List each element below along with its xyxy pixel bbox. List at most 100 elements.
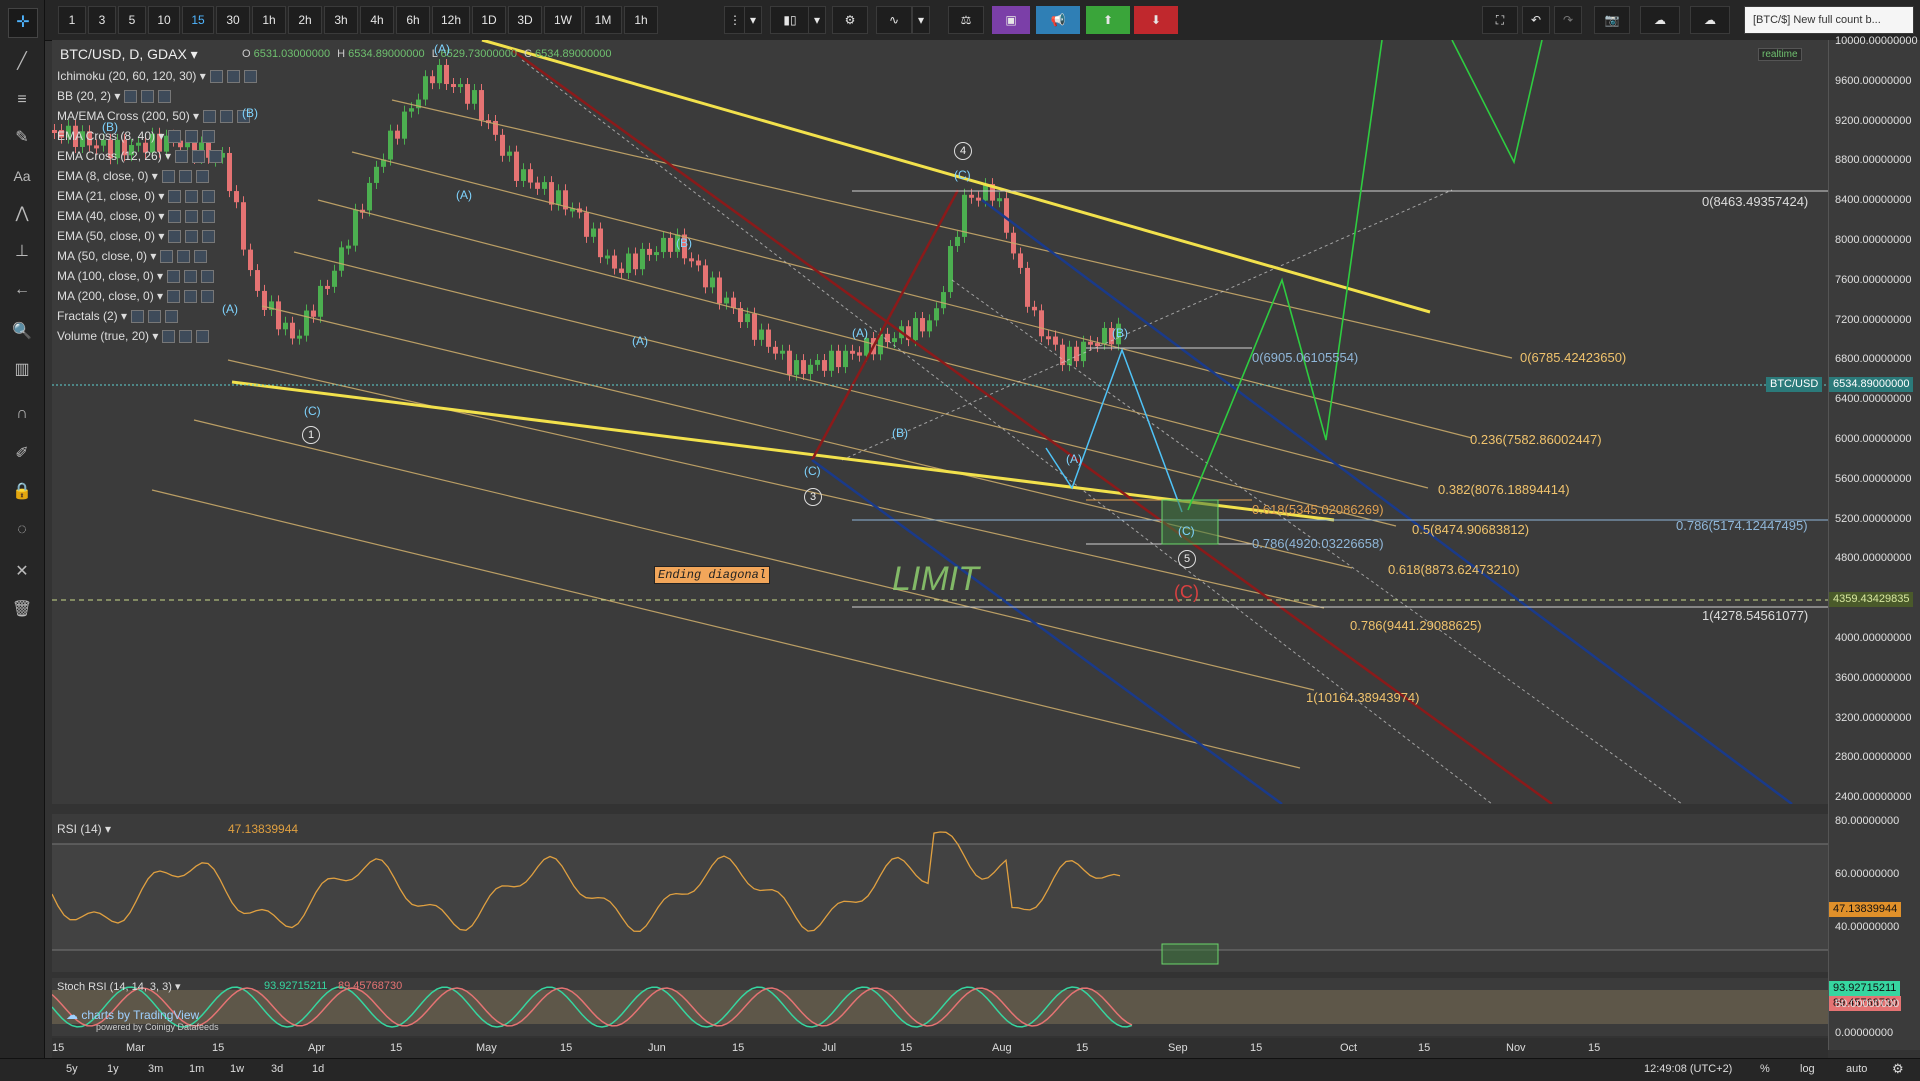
- limit-note[interactable]: LIMIT: [892, 560, 979, 598]
- close-icon[interactable]: [201, 270, 215, 284]
- eye-icon[interactable]: [162, 330, 176, 344]
- interval-button[interactable]: 30: [216, 6, 250, 34]
- percent-toggle[interactable]: %: [1760, 1063, 1770, 1075]
- sell-down-icon[interactable]: ⬇: [1134, 6, 1178, 34]
- range-button[interactable]: 1w: [230, 1063, 245, 1075]
- settings-icon[interactable]: [185, 190, 199, 204]
- indicator-legend-item[interactable]: Ichimoku (20, 60, 120, 30) ▾: [57, 67, 257, 85]
- interval-button[interactable]: 4h: [360, 6, 394, 34]
- settings-icon[interactable]: [179, 330, 193, 344]
- eye-icon[interactable]: [168, 210, 182, 224]
- settings-icon[interactable]: [177, 250, 191, 264]
- measure-icon[interactable]: ▥: [14, 361, 30, 378]
- close-icon[interactable]: [201, 290, 215, 304]
- chevron-down-icon[interactable]: ▾: [155, 229, 165, 243]
- interval-button[interactable]: 15: [182, 6, 214, 34]
- candles-style-button[interactable]: ▮▯: [770, 6, 810, 34]
- chevron-down-icon[interactable]: ▾: [155, 189, 165, 203]
- eye-icon[interactable]: [168, 190, 182, 204]
- indicator-legend-item[interactable]: EMA Cross (8, 40) ▾: [57, 127, 216, 145]
- lock-icon[interactable]: 🔒: [12, 483, 32, 500]
- eye-icon[interactable]: [167, 270, 181, 284]
- chevron-down-icon[interactable]: ▾: [196, 69, 206, 83]
- eye-icon[interactable]: [131, 310, 145, 324]
- chevron-down-icon[interactable]: ▾: [111, 89, 121, 103]
- close-icon[interactable]: [196, 330, 210, 344]
- pattern-icon[interactable]: ⋀: [15, 205, 29, 222]
- eye-icon[interactable]: [175, 150, 189, 164]
- indicator-legend-item[interactable]: EMA (21, close, 0) ▾: [57, 187, 216, 205]
- text-icon[interactable]: Aa: [13, 168, 31, 184]
- indicator-legend-item[interactable]: EMA Cross (12, 26) ▾: [57, 147, 223, 165]
- indicator-legend-item[interactable]: MA (100, close, 0) ▾: [57, 267, 215, 285]
- trash-icon[interactable]: 🗑: [11, 601, 33, 618]
- chevron-down-icon[interactable]: ▾: [149, 329, 159, 343]
- chevron-down-icon[interactable]: ▾: [148, 169, 158, 183]
- chevron-down-icon[interactable]: ▾: [117, 309, 128, 323]
- interval-button[interactable]: 10: [148, 6, 180, 34]
- stoch-title[interactable]: Stoch RSI (14, 14, 3, 3) ▾: [57, 981, 181, 993]
- style-dropdown-icon[interactable]: ▾: [808, 6, 826, 34]
- close-icon[interactable]: [202, 230, 216, 244]
- magnet-icon[interactable]: ∩: [16, 405, 28, 422]
- crosshair-icon[interactable]: ✛: [8, 8, 38, 38]
- settings-icon[interactable]: [185, 210, 199, 224]
- close-icon[interactable]: [202, 130, 216, 144]
- indicator-legend-item[interactable]: MA (200, close, 0) ▾: [57, 287, 215, 305]
- gear-icon[interactable]: ⚙: [1892, 1061, 1904, 1076]
- interval-button[interactable]: 6h: [396, 6, 430, 34]
- settings-icon[interactable]: [184, 290, 198, 304]
- range-button[interactable]: 3d: [271, 1063, 284, 1075]
- log-toggle[interactable]: log: [1800, 1063, 1815, 1075]
- eye-icon[interactable]: [161, 170, 175, 184]
- undo-icon[interactable]: ↶: [1522, 6, 1550, 34]
- indicator-legend-item[interactable]: Fractals (2) ▾: [57, 307, 179, 325]
- indicator-legend-item[interactable]: BB (20, 2) ▾: [57, 87, 172, 105]
- close-icon[interactable]: [202, 190, 216, 204]
- compare-scale-icon[interactable]: ⚖: [948, 6, 984, 34]
- settings-icon[interactable]: [192, 150, 206, 164]
- settings-icon[interactable]: [226, 70, 240, 84]
- fullscreen-icon[interactable]: ⛶: [1482, 6, 1518, 34]
- interval-button[interactable]: 1D: [472, 6, 506, 34]
- close-icon[interactable]: [202, 210, 216, 224]
- settings-icon[interactable]: [185, 130, 199, 144]
- buy-up-icon[interactable]: ⬆: [1086, 6, 1130, 34]
- time-axis[interactable]: 15 Mar 15 Apr 15 May 15 Jun 15 Jul 15 Aug 15 Sep 15 Oct…: [52, 1038, 1828, 1058]
- interval-button[interactable]: 1W: [544, 6, 582, 34]
- chevron-down-icon[interactable]: ▾: [155, 209, 165, 223]
- chevron-down-icon[interactable]: ▾: [155, 129, 165, 143]
- indicator-legend-item[interactable]: EMA (8, close, 0) ▾: [57, 167, 209, 185]
- indicator-legend-item[interactable]: EMA (40, close, 0) ▾: [57, 207, 216, 225]
- interval-button[interactable]: 1: [58, 6, 86, 34]
- cloud-upload-icon[interactable]: ☁: [1690, 6, 1730, 34]
- eye-icon[interactable]: [168, 130, 182, 144]
- close-icon[interactable]: [209, 150, 223, 164]
- idea-headline[interactable]: [BTC/$] New full count b...: [1744, 6, 1914, 34]
- range-button[interactable]: 5y: [66, 1063, 78, 1075]
- megaphone-icon[interactable]: 📢: [1036, 6, 1080, 34]
- price-chart-pane[interactable]: BTC/USD, D, GDAX ▾ O 6531.03000000 H 653…: [52, 40, 1828, 804]
- close-icon[interactable]: [195, 170, 209, 184]
- fib-icon[interactable]: ⊥: [15, 243, 29, 260]
- interval-button[interactable]: 1h: [252, 6, 286, 34]
- camera-icon[interactable]: 📷: [1594, 6, 1630, 34]
- settings-icon[interactable]: [220, 110, 234, 124]
- chevron-down-icon[interactable]: ▾: [189, 109, 200, 123]
- stoch-rsi-pane[interactable]: Stoch RSI (14, 14, 3, 3) ▾ 93.92715211 8…: [52, 978, 1828, 1036]
- parallel-channel-icon[interactable]: ≡: [17, 91, 27, 108]
- settings-icon[interactable]: [141, 90, 155, 104]
- interval-button[interactable]: 3: [88, 6, 116, 34]
- pencil-lock-icon[interactable]: ✐: [15, 445, 29, 462]
- interval-button[interactable]: 3h: [324, 6, 358, 34]
- close-icon[interactable]: [165, 310, 179, 324]
- interval-button[interactable]: 12h: [432, 6, 470, 34]
- chevron-down-icon[interactable]: ▾: [153, 289, 164, 303]
- arrow-left-icon[interactable]: ←: [14, 281, 30, 298]
- ending-diagonal-note[interactable]: Ending diagonal: [654, 566, 771, 584]
- redo-icon[interactable]: ↷: [1554, 6, 1582, 34]
- rsi-title[interactable]: RSI (14) ▾: [57, 822, 112, 836]
- eye-icon[interactable]: [124, 90, 138, 104]
- price-axis[interactable]: 10000.00000000 9600.00000000 9200.00000000…: [1828, 35, 1920, 1050]
- close-icon[interactable]: [158, 90, 172, 104]
